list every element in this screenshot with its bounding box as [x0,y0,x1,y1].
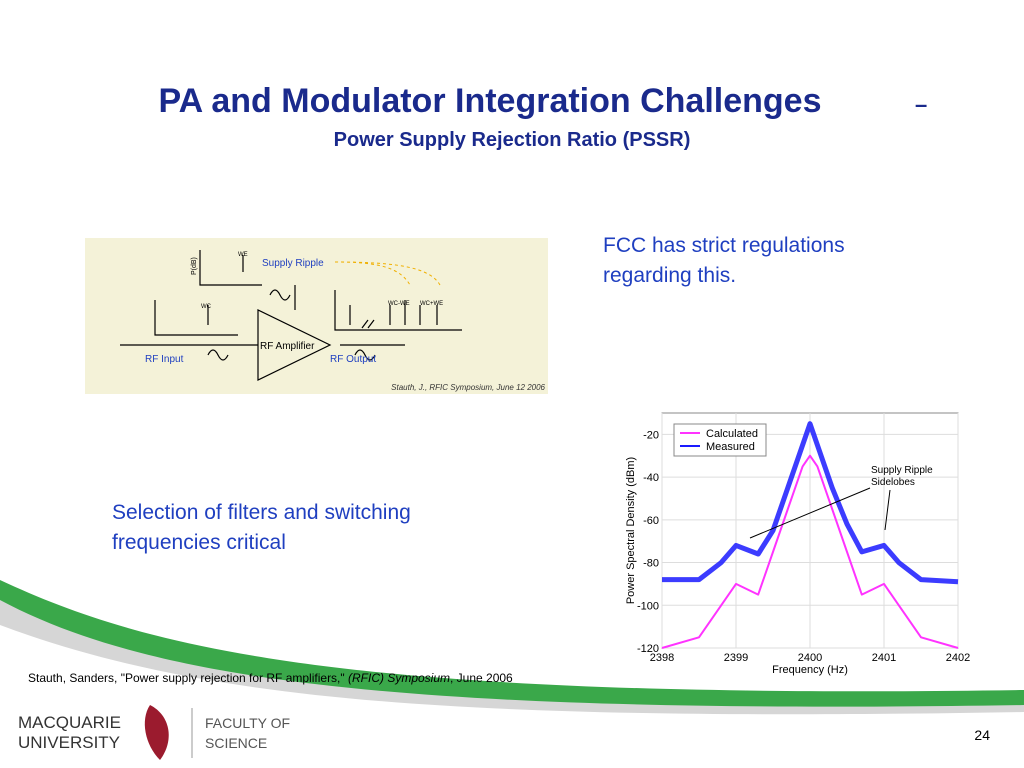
citation: Stauth, Sanders, "Power supply rejection… [28,671,513,685]
diagram-label: WC+WE [420,301,443,307]
legend-label: Calculated [706,428,758,440]
logo-text: UNIVERSITY [18,733,120,752]
title-dash: – [915,92,927,117]
logo-mark [144,705,169,760]
diagram-label: RF Amplifier [260,341,315,352]
diagram-label: WC-WE [388,301,410,307]
legend-label: Measured [706,441,755,453]
x-tick-label: 2401 [872,652,896,664]
x-tick-label: 2399 [724,652,748,664]
diagram: Supply Ripple RF Amplifier RF Input RF O… [85,238,548,394]
title: PA and Modulator Integration Challenges [158,82,821,120]
x-axis-label: Frequency (Hz) [772,664,848,676]
x-tick-label: 2400 [798,652,822,664]
y-tick-label: -120 [637,643,659,655]
page-number: 24 [974,727,990,743]
bullet-line: FCC has strict regulations [603,234,845,257]
series-line [661,454,959,649]
y-tick-label: -60 [643,515,659,527]
diagram-bg [85,238,548,394]
bullet-line: regarding this. [603,264,736,287]
citation-authors: Stauth, Sanders, "Power supply rejection… [28,671,348,685]
white-band [0,625,1024,768]
spectrum-chart: -120 -100 -80 -60 -40 -20 2398 2399 2400 2401 2402… [625,412,970,676]
bullet-line: frequencies critical [112,531,286,554]
citation-venue: (RFIC) Symposium [348,671,450,685]
x-tick-label: 2398 [650,652,674,664]
y-tick-label: -20 [643,429,659,441]
diagram-credit: Stauth, J., RFIC Symposium, June 12 2006 [391,383,545,392]
citation-date: , June 2006 [450,671,513,685]
x-tick-label: 2402 [946,652,970,664]
logo-text: MACQUARIE [18,713,121,732]
annotation: Sidelobes [871,477,915,488]
logo-text: SCIENCE [205,735,267,751]
y-tick-label: -80 [643,558,659,570]
subtitle: Power Supply Rejection Ratio (PSSR) [334,129,691,151]
annotation-arrow [749,487,891,539]
diagram-label: WC [201,304,212,310]
series-line [662,421,959,585]
legend-box [673,423,767,457]
annotation: Supply Ripple [871,465,933,476]
logo-text: FACULTY OF [205,715,290,731]
y-tick-label: -40 [643,472,659,484]
ripple-arrows [334,261,441,286]
diagram-label: Supply Ripple [262,258,324,269]
diagram-label: RF Output [330,354,376,365]
y-axis-label: Power Spectral Density (dBm) [625,457,637,604]
diagram-label: RF Input [145,354,184,365]
y-tick-label: -100 [637,600,659,612]
diagram-axis: P(dB) [191,257,198,275]
diagram-label: WE [238,252,248,258]
bullet-line: Selection of filters and switching [112,501,411,524]
